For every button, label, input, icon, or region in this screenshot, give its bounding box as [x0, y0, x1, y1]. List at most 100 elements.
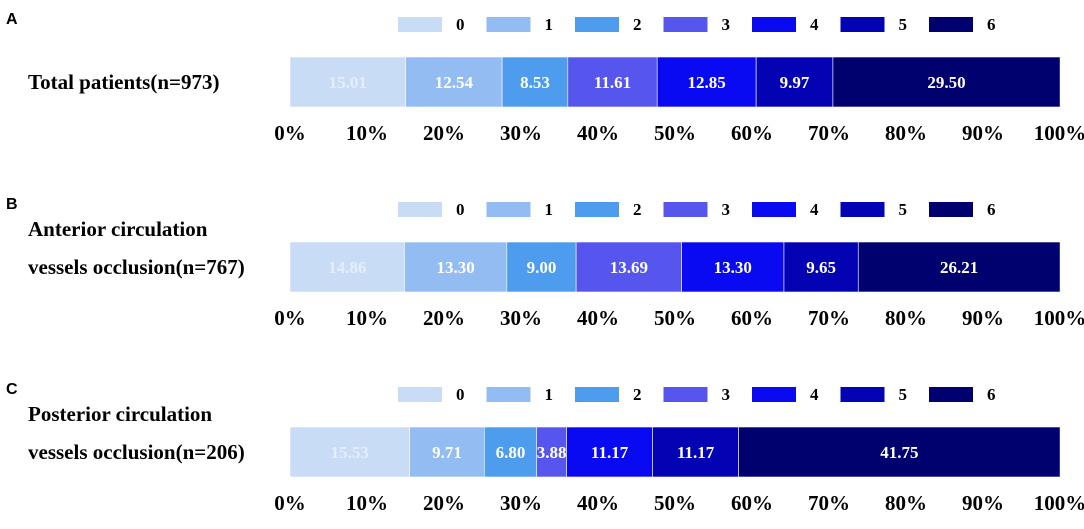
x-tick-label: 100% — [1034, 306, 1084, 330]
data-label: 11.17 — [677, 443, 715, 462]
x-tick-label: 80% — [885, 121, 927, 145]
data-label: 11.61 — [594, 73, 631, 92]
legend-swatch — [840, 387, 885, 402]
x-tick-label: 50% — [654, 491, 696, 515]
data-label: 12.54 — [435, 73, 474, 92]
x-tick-label: 30% — [500, 491, 542, 515]
data-label: 29.50 — [927, 73, 965, 92]
legend-label: 0 — [456, 15, 465, 34]
legend-label: 1 — [545, 15, 554, 34]
legend-swatch — [575, 17, 619, 32]
bar-segment — [755, 56, 834, 108]
legend-swatch — [752, 17, 796, 32]
x-tick-label: 70% — [808, 491, 850, 515]
bar-segment — [404, 241, 508, 293]
data-label: 15.53 — [331, 443, 369, 462]
legend-label: 1 — [545, 385, 554, 404]
x-tick-label: 60% — [731, 491, 773, 515]
data-label: 9.65 — [806, 258, 836, 277]
legend-label: 6 — [987, 385, 996, 404]
legend-label: 2 — [633, 15, 642, 34]
legend-label: 0 — [456, 385, 465, 404]
category-label: vessels occlusion(n=206) — [28, 440, 245, 464]
legend-label: 5 — [899, 15, 908, 34]
bar-segment — [738, 426, 1061, 478]
bar-segment — [857, 241, 1061, 293]
x-tick-label: 80% — [885, 306, 927, 330]
legend-swatch — [929, 202, 973, 217]
bar-segment — [501, 56, 569, 108]
category-label: Total patients(n=973) — [28, 70, 219, 94]
bar-segment — [405, 56, 503, 108]
data-label: 8.53 — [520, 73, 550, 92]
x-tick-label: 30% — [500, 121, 542, 145]
data-label: 9.97 — [780, 73, 810, 92]
data-label: 14.86 — [328, 258, 366, 277]
legend-swatch — [840, 202, 885, 217]
data-label: 26.21 — [940, 258, 978, 277]
legend-swatch — [575, 387, 619, 402]
data-label: 6.80 — [496, 443, 526, 462]
legend-label: 4 — [810, 15, 819, 34]
x-tick-label: 20% — [423, 306, 465, 330]
legend-swatch — [486, 202, 531, 217]
x-tick-label: 10% — [346, 121, 388, 145]
bar-segment — [506, 241, 577, 293]
x-tick-label: 20% — [423, 121, 465, 145]
x-tick-label: 40% — [577, 306, 619, 330]
legend-swatch — [929, 387, 973, 402]
category-label: Anterior circulation — [28, 217, 208, 241]
bar-segment — [289, 56, 406, 108]
bar-segment — [289, 426, 410, 478]
legend-label: 2 — [633, 385, 642, 404]
bar-segment — [566, 426, 653, 478]
x-tick-label: 80% — [885, 491, 927, 515]
x-tick-label: 0% — [274, 306, 306, 330]
legend-swatch — [575, 202, 619, 217]
legend-label: 4 — [810, 385, 819, 404]
legend-swatch — [486, 17, 531, 32]
x-tick-label: 100% — [1034, 121, 1084, 145]
legend-label: 6 — [987, 15, 996, 34]
legend-swatch — [398, 202, 442, 217]
x-tick-label: 20% — [423, 491, 465, 515]
data-label: 3.88 — [537, 443, 567, 462]
bar-segment — [536, 426, 567, 478]
data-label: 13.69 — [610, 258, 648, 277]
data-label: 11.17 — [591, 443, 629, 462]
panel-letter: C — [6, 381, 18, 398]
data-label: 12.85 — [688, 73, 726, 92]
category-label: vessels occlusion(n=767) — [28, 255, 245, 279]
legend-label: 6 — [987, 200, 996, 219]
x-tick-label: 10% — [346, 491, 388, 515]
legend-swatch — [929, 17, 973, 32]
legend-swatch — [663, 17, 708, 32]
x-tick-label: 30% — [500, 306, 542, 330]
legend-label: 4 — [810, 200, 819, 219]
bar-segment — [409, 426, 485, 478]
legend-swatch — [752, 387, 796, 402]
x-tick-label: 90% — [962, 491, 1004, 515]
panel-letter: A — [6, 11, 18, 28]
legend-swatch — [840, 17, 885, 32]
bar-segment — [289, 241, 405, 293]
bar-segment — [652, 426, 739, 478]
x-tick-label: 90% — [962, 306, 1004, 330]
legend-swatch — [486, 387, 531, 402]
category-label: Posterior circulation — [28, 402, 212, 426]
bar-segment — [656, 56, 757, 108]
legend-label: 5 — [899, 200, 908, 219]
x-tick-label: 100% — [1034, 491, 1084, 515]
legend-label: 0 — [456, 200, 465, 219]
data-label: 41.75 — [880, 443, 918, 462]
panel-letter: B — [6, 196, 18, 213]
x-tick-label: 70% — [808, 121, 850, 145]
legend-swatch — [663, 387, 708, 402]
x-tick-label: 0% — [274, 121, 306, 145]
bar-segment — [484, 426, 538, 478]
legend-label: 5 — [899, 385, 908, 404]
legend-label: 3 — [722, 385, 731, 404]
bar-segment — [681, 241, 785, 293]
legend-label: 2 — [633, 200, 642, 219]
